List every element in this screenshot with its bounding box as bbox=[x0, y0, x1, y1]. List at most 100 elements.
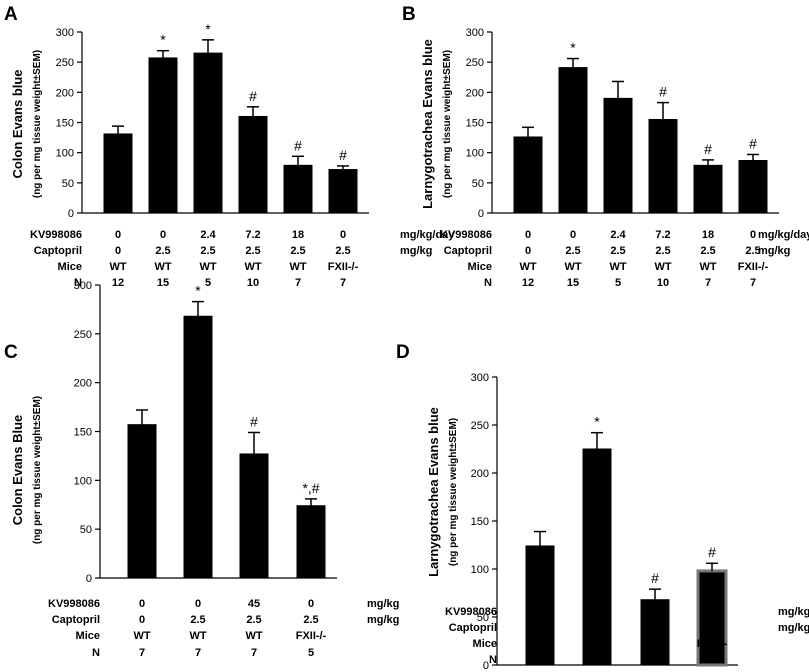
bar bbox=[513, 136, 543, 214]
row-value: 0 bbox=[525, 245, 531, 257]
row-value: 2.5 bbox=[335, 245, 350, 257]
bar bbox=[127, 424, 157, 579]
row-label: KV998086 bbox=[445, 606, 497, 618]
row-value: WT bbox=[199, 261, 216, 273]
bar bbox=[640, 599, 670, 666]
y-axis-label: Larnygotrachea Evans blue bbox=[426, 407, 441, 577]
row-value: FXII-/- bbox=[296, 630, 327, 642]
y-tick-label: 50 bbox=[477, 612, 489, 624]
row-value: WT bbox=[609, 261, 626, 273]
significance-marker: # bbox=[651, 570, 659, 586]
y-axis-label: Colon Evans blue bbox=[10, 69, 25, 178]
y-tick-label: 0 bbox=[68, 208, 74, 220]
significance-marker: # bbox=[659, 84, 667, 100]
chart-panel-d: D Larnygotrachea Evans blue (ng per mg tis… bbox=[396, 342, 809, 672]
row-value: WT bbox=[564, 261, 581, 273]
y-tick-label: 250 bbox=[56, 57, 74, 69]
row-value: 0 bbox=[537, 606, 543, 618]
row-value: 10 bbox=[247, 277, 259, 289]
row-value: 7 bbox=[750, 277, 756, 289]
row-value: 2.4 bbox=[610, 229, 626, 241]
row-value: 2.5 bbox=[290, 245, 305, 257]
row-value: 7 bbox=[537, 654, 543, 666]
row-value: 7 bbox=[195, 647, 201, 659]
row-value: WT bbox=[699, 261, 716, 273]
row-label: N bbox=[74, 277, 82, 289]
row-value: 2.5 bbox=[745, 245, 760, 257]
row-value: 0 bbox=[195, 598, 201, 610]
y-tick-label: 0 bbox=[483, 660, 489, 672]
y-tick-label: 300 bbox=[471, 372, 489, 384]
row-value: 0 bbox=[160, 229, 166, 241]
row-value: 0 bbox=[308, 598, 314, 610]
y-tick-label: 100 bbox=[56, 148, 74, 160]
y-tick-label: 300 bbox=[466, 27, 484, 39]
row-value: 2.5 bbox=[700, 245, 715, 257]
row-value: 12 bbox=[522, 277, 534, 289]
row-value: FXII-/- bbox=[328, 261, 359, 273]
y-axis-sublabel: (ng per mg tissue weight±SEM) bbox=[32, 396, 43, 544]
row-value: 18 bbox=[702, 229, 714, 241]
significance-marker: * bbox=[195, 283, 201, 299]
row-label: KV998086 bbox=[440, 229, 492, 241]
row-label: Captopril bbox=[449, 622, 497, 634]
panel-label: D bbox=[396, 342, 410, 363]
row-value: 2.5 bbox=[190, 614, 205, 626]
significance-marker: # bbox=[339, 147, 347, 163]
row-value: WT bbox=[531, 638, 548, 650]
bar bbox=[738, 160, 768, 214]
row-value: 7 bbox=[594, 654, 600, 666]
y-tick-label: 150 bbox=[56, 118, 74, 130]
row-unit: mg/kg bbox=[400, 245, 432, 257]
panel-label: C bbox=[4, 342, 18, 363]
y-axis-label: Larnygotrachea Evans blue bbox=[420, 39, 435, 209]
y-tick-label: 150 bbox=[466, 118, 484, 130]
row-value: 0 bbox=[570, 229, 576, 241]
y-tick-label: 50 bbox=[62, 178, 74, 190]
y-tick-label: 200 bbox=[471, 468, 489, 480]
row-value: WT bbox=[588, 638, 605, 650]
row-value: 7 bbox=[652, 654, 658, 666]
row-unit: mg/kg bbox=[758, 245, 790, 257]
y-axis-label: Colon Evans Blue bbox=[10, 415, 25, 526]
panel-label: A bbox=[4, 4, 18, 25]
bar bbox=[238, 115, 268, 214]
row-value: 7 bbox=[340, 277, 346, 289]
row-value: 2.5 bbox=[245, 245, 260, 257]
bar bbox=[648, 118, 678, 214]
significance-marker: # bbox=[249, 88, 257, 104]
row-value: 0 bbox=[139, 598, 145, 610]
row-value: 0 bbox=[537, 622, 543, 634]
panel-label: B bbox=[402, 4, 416, 25]
row-value: 0 bbox=[594, 606, 600, 618]
row-value: WT bbox=[133, 630, 150, 642]
y-tick-label: 300 bbox=[74, 280, 92, 292]
row-value: 15 bbox=[567, 277, 579, 289]
row-value: 2.5 bbox=[155, 245, 170, 257]
bar bbox=[693, 164, 723, 214]
row-value: 10 bbox=[657, 277, 669, 289]
significance-marker: # bbox=[704, 141, 712, 157]
significance-marker: * bbox=[594, 414, 600, 430]
y-axis-sublabel: (ng per mg tissue weight±SEM) bbox=[442, 50, 453, 198]
row-value: 5 bbox=[308, 647, 314, 659]
row-value: 2.5 bbox=[704, 622, 719, 634]
y-tick-label: 200 bbox=[74, 378, 92, 390]
row-value: 0 bbox=[115, 229, 121, 241]
row-label: N bbox=[92, 647, 100, 659]
bar bbox=[148, 57, 178, 214]
row-value: 45 bbox=[248, 598, 260, 610]
row-label: N bbox=[484, 277, 492, 289]
y-tick-label: 100 bbox=[466, 148, 484, 160]
row-value: 0 bbox=[139, 614, 145, 626]
y-tick-label: 0 bbox=[478, 208, 484, 220]
row-unit: mg/kg bbox=[778, 622, 809, 634]
row-value: 15 bbox=[157, 277, 169, 289]
bar bbox=[328, 169, 358, 214]
y-tick-label: 250 bbox=[471, 420, 489, 432]
y-tick-label: 50 bbox=[472, 178, 484, 190]
row-unit: mg/kg bbox=[778, 606, 809, 618]
row-value: 0 bbox=[525, 229, 531, 241]
significance-marker: # bbox=[708, 544, 716, 560]
y-tick-label: 100 bbox=[74, 475, 92, 487]
